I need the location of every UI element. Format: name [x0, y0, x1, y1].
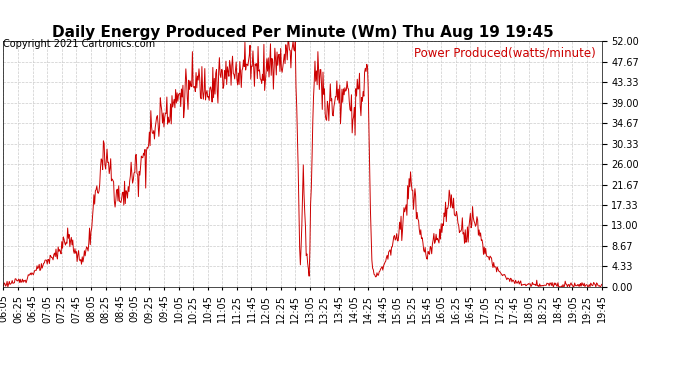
Title: Daily Energy Produced Per Minute (Wm) Thu Aug 19 19:45: Daily Energy Produced Per Minute (Wm) Th… — [52, 25, 553, 40]
Text: Power Produced(watts/minute): Power Produced(watts/minute) — [414, 46, 595, 59]
Text: Copyright 2021 Cartronics.com: Copyright 2021 Cartronics.com — [3, 39, 155, 50]
